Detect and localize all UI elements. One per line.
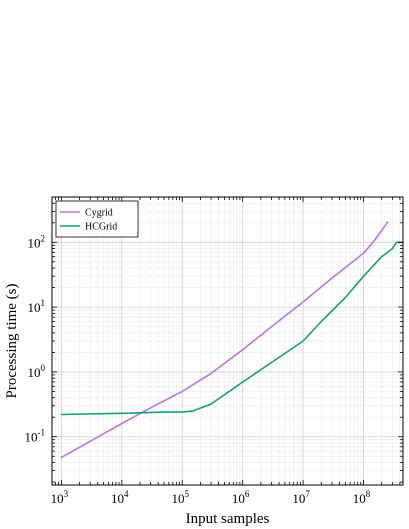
y-tick-labels: 10-1 100 101 102 (25, 233, 46, 444)
axis-ticks (51, 196, 403, 485)
x-tick-label: 106 (232, 489, 250, 506)
series-line-cygrid (60, 221, 389, 459)
y-tick-label: 101 (28, 298, 46, 315)
legend-box (55, 200, 139, 238)
x-tick-label: 104 (111, 489, 129, 506)
series-layer (60, 221, 404, 459)
y-tick-label: 10-1 (25, 428, 46, 445)
y-tick-label: 100 (28, 363, 46, 380)
legend-label: Cygrid (85, 208, 113, 219)
major-grid (52, 197, 403, 485)
x-tick-label: 107 (292, 489, 310, 506)
y-tick-label: 102 (28, 233, 46, 250)
minor-grid (51, 196, 403, 485)
x-axis-label: Input samples (186, 511, 270, 527)
legend-label: HCGrid (85, 222, 117, 233)
legend: Cygrid HCGrid (55, 200, 139, 238)
x-tick-label: 105 (171, 489, 189, 506)
y-axis-label: Processing time (s) (4, 284, 20, 399)
x-tick-label: 108 (353, 489, 371, 506)
x-tick-label: 103 (51, 489, 69, 506)
x-tick-labels: 103 104 105 106 107 108 (51, 489, 371, 506)
series-line-hcgrid (60, 241, 404, 416)
